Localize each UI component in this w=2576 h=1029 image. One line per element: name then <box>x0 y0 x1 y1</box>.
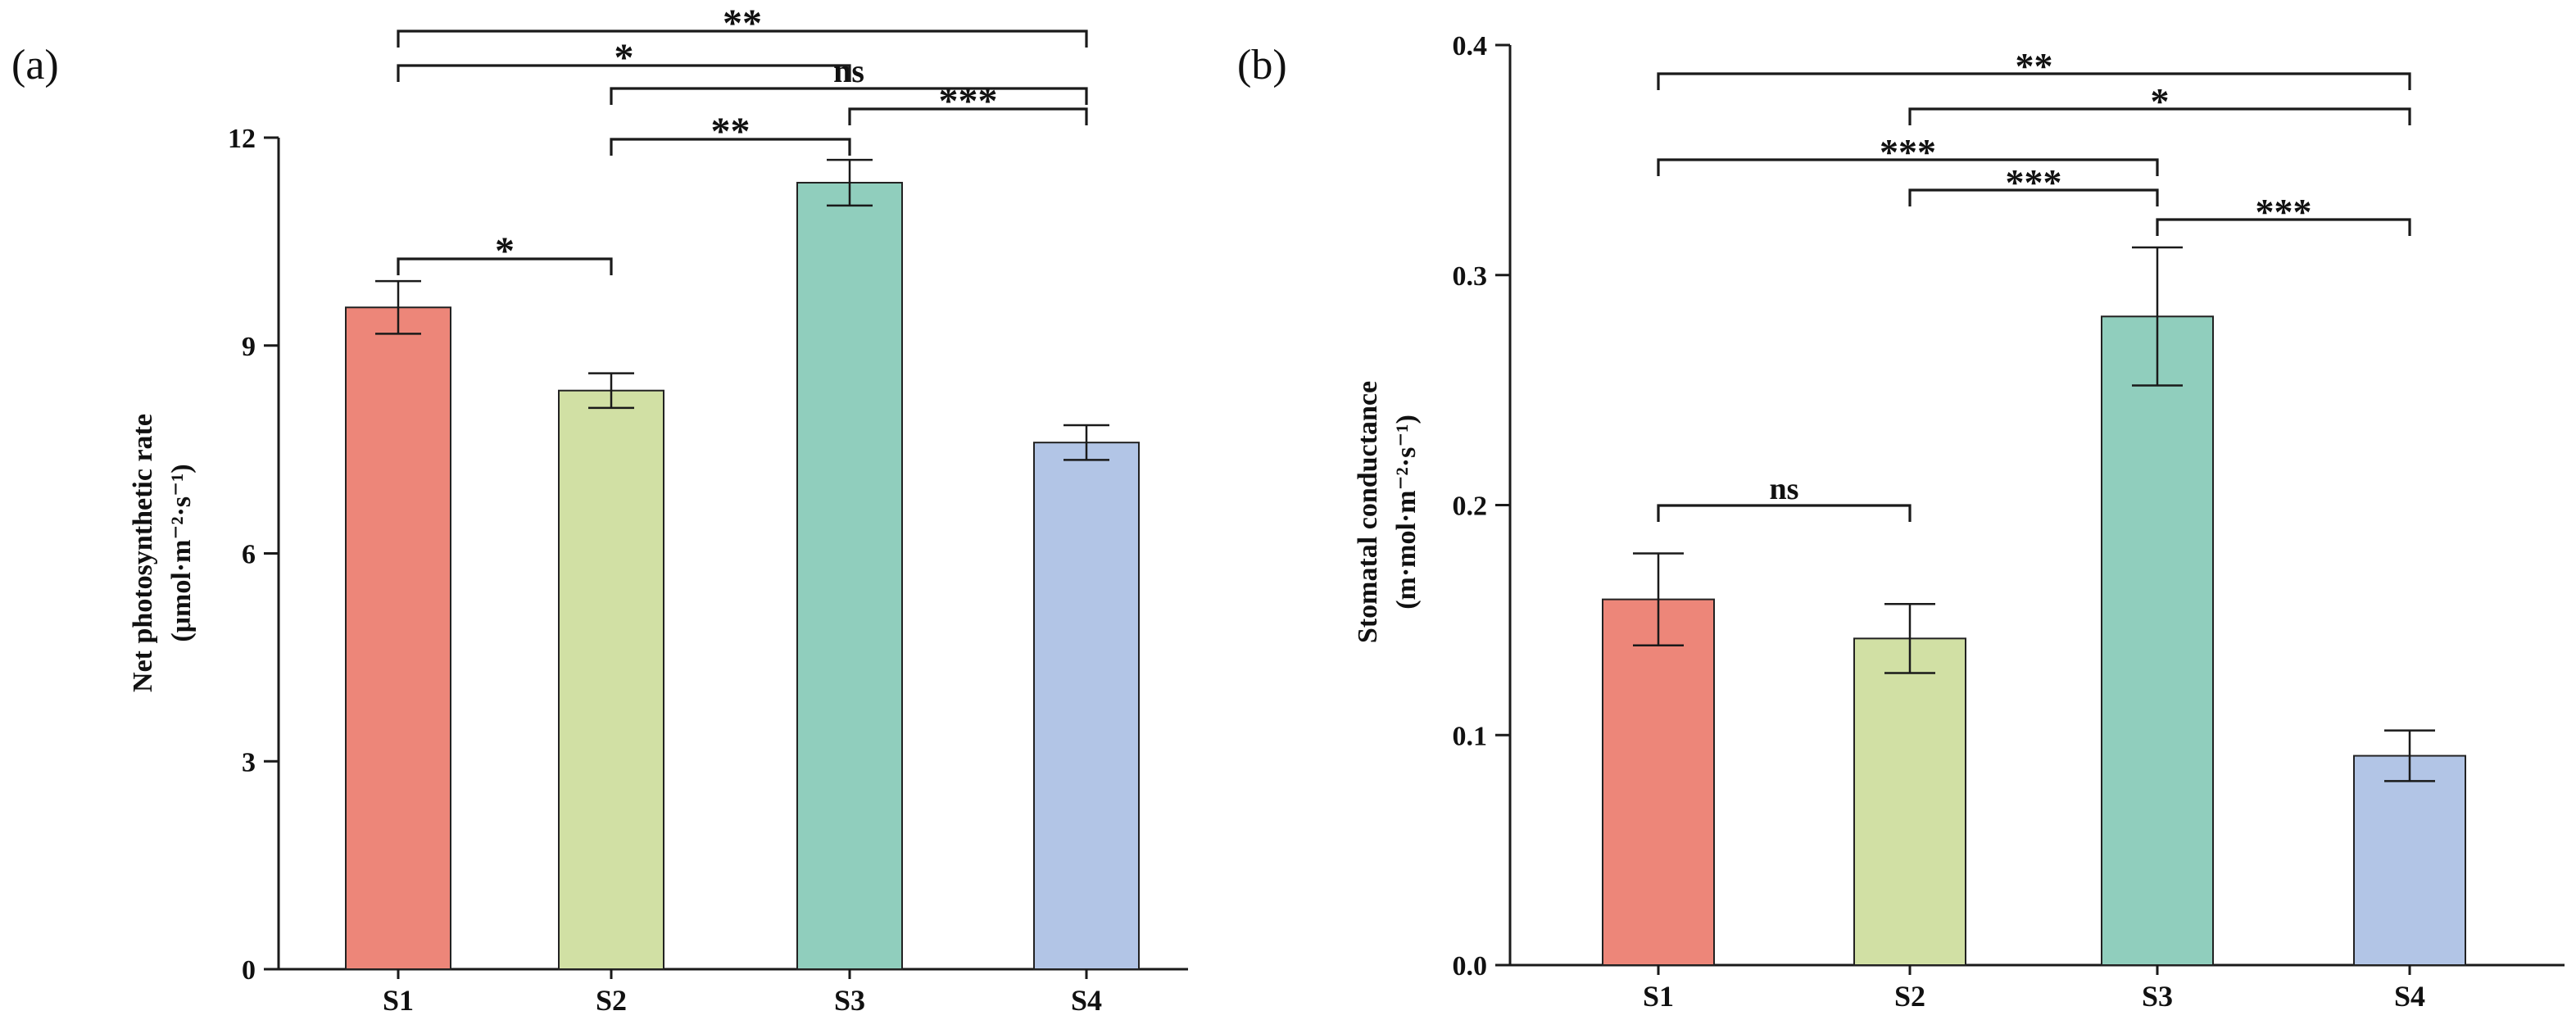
panel-a-y-axis-title-line2: (μmol·m⁻²·s⁻¹) <box>166 464 197 641</box>
panel-a-chart: (a) Net photosynthetic rate (μmol·m⁻²·s⁻… <box>11 2 1188 1017</box>
panel-b-sig-label: ** <box>2016 45 2053 87</box>
panel-b-sig-label: * <box>2151 80 2170 122</box>
panel-b-sig-bracket-line <box>1657 158 2159 176</box>
panel-a-error-bar-s2 <box>588 372 634 410</box>
panel-b-sig-bracket-line <box>1908 107 2411 125</box>
panel-a-significance-brackets: ******ns*** <box>397 2 1088 275</box>
panel-b-bar-s2 <box>1853 637 1966 967</box>
panel-b-error-bar-s1 <box>1633 552 1684 647</box>
panel-b-sig-bracket-s1-s4: ** <box>1657 45 2411 90</box>
panel-a-bars <box>345 181 1140 970</box>
panel-a-label: (a) <box>11 42 59 88</box>
panel-b-sig-bracket-line <box>1908 188 2159 206</box>
panel-a-sig-label: * <box>615 36 634 79</box>
panel-a-sig-bracket-line <box>848 107 1088 125</box>
panel-a-sig-bracket-s2-s3: ** <box>610 110 851 156</box>
panel-b-x-tick-label-s4: S4 <box>2394 980 2425 1013</box>
panel-a-y-tick-label: 0 <box>242 955 256 986</box>
panel-a-y-tick-label: 12 <box>228 124 256 154</box>
panel-a-sig-bracket-s1-s2: * <box>397 229 613 275</box>
panel-a-y-ticks: 0 3 6 9 12 <box>228 124 279 986</box>
panel-a-bar-s1 <box>345 306 451 970</box>
panel-b-x-tick-label-s3: S3 <box>2142 980 2173 1013</box>
panel-a-error-bar-s4 <box>1064 424 1109 461</box>
panel-b-y-tick-label: 0.3 <box>1453 261 1488 292</box>
panel-a-error-bar-s3 <box>827 158 873 207</box>
panel-b-sig-label: *** <box>2256 191 2312 233</box>
panel-b-y-axis-title-line1: Stomatal conductance <box>1353 381 1383 643</box>
panel-a-error-bars <box>375 158 1109 461</box>
panel-a-y-tick-label: 9 <box>242 332 256 362</box>
panel-b-y-tick-label: 0.2 <box>1453 492 1488 522</box>
panel-b-sig-bracket-s1-s3: *** <box>1657 131 2159 176</box>
panel-b-bar-s3 <box>2101 315 2214 967</box>
panel-a-bar-s2 <box>558 389 664 970</box>
panel-b-sig-bracket-s2-s4: * <box>1908 80 2411 125</box>
panel-b-x-tick-label-s1: S1 <box>1643 980 1674 1013</box>
panel-b-sig-bracket-s3-s4: *** <box>2156 191 2411 236</box>
panel-b-sig-bracket-line <box>1657 72 2411 90</box>
panel-b-bar-s4 <box>2353 755 2466 967</box>
panel-a-sig-bracket-line <box>610 138 851 156</box>
panel-a-x-tick-label-s4: S4 <box>1071 984 1102 1017</box>
panel-a-sig-bracket-line <box>397 29 1088 48</box>
panel-b-sig-label: *** <box>2006 161 2062 203</box>
panel-a-sig-bracket-s1-s4: ** <box>397 2 1088 48</box>
panel-b-error-bars <box>1633 246 2435 782</box>
panel-b-sig-label: *** <box>1880 131 1936 173</box>
panel-a-sig-bracket-s3-s4: *** <box>848 79 1088 125</box>
panel-a-x-tick-labels: S1 S2 S3 S4 <box>383 969 1102 1017</box>
panel-b-bars <box>1602 315 2466 967</box>
panel-a-sig-bracket-line <box>397 64 851 82</box>
panel-b-y-ticks: 0.0 0.1 0.2 0.3 0.4 <box>1453 31 1510 981</box>
panel-b-y-tick-label: 0.1 <box>1453 721 1488 751</box>
panel-b-error-bar-s2 <box>1884 602 1935 674</box>
panel-a-sig-bracket-line <box>397 257 613 275</box>
panel-a-bar-s3 <box>796 181 903 970</box>
panel-b-y-tick-label: 0.0 <box>1453 951 1488 981</box>
panel-a-y-tick-label: 3 <box>242 747 256 777</box>
panel-a-sig-label: * <box>495 229 515 273</box>
panel-a-sig-bracket-line <box>610 87 1088 105</box>
panel-a-x-tick-label-s3: S3 <box>834 984 865 1017</box>
panel-a-sig-label: *** <box>939 79 998 123</box>
panel-a-error-bar-s1 <box>375 279 421 335</box>
panel-b-y-tick-label: 0.4 <box>1453 31 1488 61</box>
panel-a-y-tick-label: 6 <box>242 540 256 570</box>
panel-b-significance-brackets: ns************ <box>1657 45 2411 522</box>
panel-b-x-tick-label-s2: S2 <box>1894 980 1925 1013</box>
panel-b-x-tick-labels: S1 S2 S3 S4 <box>1643 965 2425 1013</box>
panel-b-sig-bracket-s1-s2: ns <box>1657 472 1912 522</box>
panel-b-sig-bracket-s2-s3: *** <box>1908 161 2159 206</box>
panel-b-sig-label: ns <box>1770 472 1799 506</box>
panel-a-sig-bracket-s1-s3: * <box>397 36 851 82</box>
panel-b-bar-s1 <box>1602 598 1715 966</box>
panel-b-label: (b) <box>1237 42 1287 88</box>
panel-b-chart: (b) Stomatal conductance (m·mol·m⁻²·s⁻¹)… <box>1237 31 2565 1013</box>
panel-b-error-bar-s4 <box>2384 729 2435 782</box>
panel-a-sig-label: ** <box>711 110 751 153</box>
panel-a-sig-label: ** <box>723 2 762 45</box>
panel-b-error-bar-s3 <box>2132 246 2183 387</box>
panel-a-bar-s4 <box>1033 442 1140 970</box>
panel-b-sig-bracket-line <box>2156 218 2411 236</box>
panel-a-y-axis-title-line1: Net photosynthetic rate <box>128 414 158 692</box>
panel-a-x-tick-label-s1: S1 <box>383 984 414 1017</box>
panel-b-sig-bracket-line <box>1657 504 1912 522</box>
panel-a-x-tick-label-s2: S2 <box>596 984 627 1017</box>
panel-b-y-axis-title-line2: (m·mol·m⁻²·s⁻¹) <box>1391 415 1422 610</box>
